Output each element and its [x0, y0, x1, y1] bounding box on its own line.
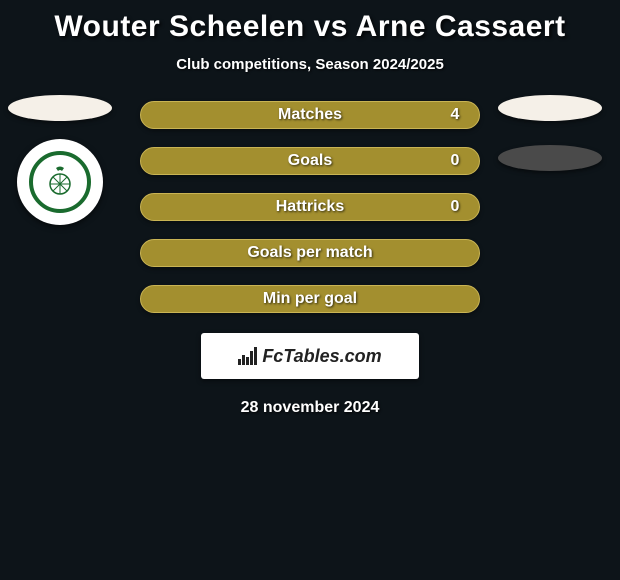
stat-row: Goals0	[140, 147, 480, 175]
page-title: Wouter Scheelen vs Arne Cassaert	[54, 10, 565, 44]
left-club-badge	[17, 139, 103, 225]
right-oval-badge-1	[498, 95, 602, 121]
stat-label: Hattricks	[141, 198, 479, 216]
stat-row: Hattricks0	[140, 193, 480, 221]
stat-row: Matches4	[140, 101, 480, 129]
stat-label: Goals	[141, 152, 479, 170]
stat-label: Matches	[141, 106, 479, 124]
comparison-card: Wouter Scheelen vs Arne Cassaert Club co…	[0, 0, 620, 417]
left-oval-badge	[8, 95, 112, 121]
right-player-badges	[498, 95, 602, 171]
logo-chart-icon	[238, 347, 257, 365]
stat-right-value: 0	[445, 152, 465, 170]
club-ball-icon	[40, 162, 80, 202]
logo-text: FcTables.com	[262, 346, 381, 367]
stats-area: Matches4Goals0Hattricks0Goals per matchM…	[0, 101, 620, 313]
date-text: 28 november 2024	[241, 399, 380, 417]
left-player-badges	[8, 95, 112, 225]
fctables-logo[interactable]: FcTables.com	[201, 333, 419, 379]
stat-label: Min per goal	[141, 290, 479, 308]
stat-row: Goals per match	[140, 239, 480, 267]
right-oval-badge-2	[498, 145, 602, 171]
stat-right-value: 4	[445, 106, 465, 124]
stat-rows: Matches4Goals0Hattricks0Goals per matchM…	[140, 101, 480, 313]
subtitle: Club competitions, Season 2024/2025	[176, 56, 444, 73]
stat-row: Min per goal	[140, 285, 480, 313]
logo-content: FcTables.com	[238, 346, 381, 367]
stat-right-value: 0	[445, 198, 465, 216]
club-crest-icon	[29, 151, 91, 213]
stat-label: Goals per match	[141, 244, 479, 262]
